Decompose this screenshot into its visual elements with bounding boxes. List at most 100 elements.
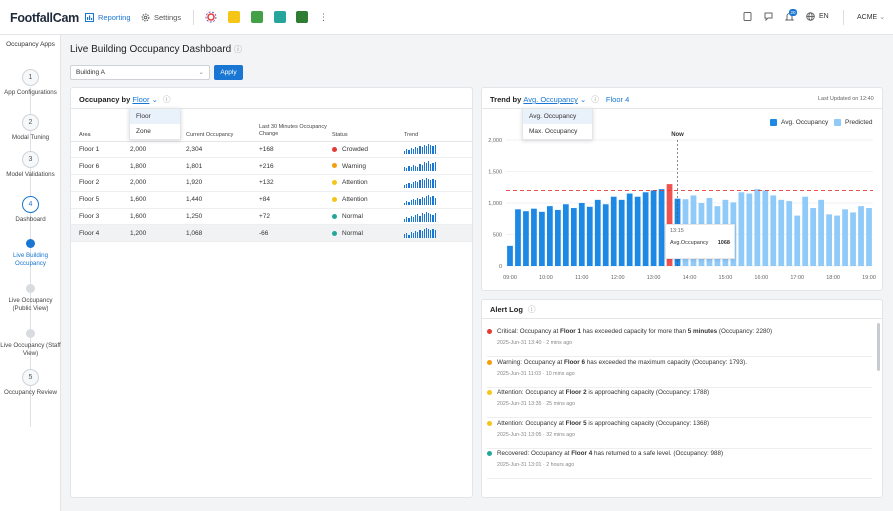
sparkline-bar — [423, 197, 425, 205]
sparkline-bar — [432, 146, 434, 155]
bar-predicted — [754, 189, 761, 266]
title-prefix: Occupancy by — [79, 95, 131, 104]
store-app-icon[interactable] — [296, 11, 308, 23]
sparkline-bar — [432, 229, 434, 239]
table-row[interactable]: Floor 1 2,000 2,304 +168 Crowded — [71, 141, 472, 159]
info-icon[interactable]: ⓘ — [528, 305, 536, 314]
globe-icon[interactable] — [806, 12, 815, 23]
tablet-icon[interactable] — [743, 12, 752, 23]
sparkline-bar — [417, 197, 419, 205]
report-app-icon[interactable] — [251, 11, 263, 23]
floor-link[interactable]: Floor 4 — [605, 95, 630, 104]
step-connector — [30, 87, 31, 427]
capacity-cell: 1,600 — [130, 208, 186, 226]
account-menu[interactable]: ACME ⌄ — [857, 13, 885, 21]
cell-spacer — [71, 174, 79, 192]
dropdown-option-max[interactable]: Max. Occupancy — [529, 128, 578, 135]
dropdown-option-avg[interactable]: Avg. Occupancy — [523, 109, 592, 124]
sidebar-step-modal-tuning[interactable]: Modal Tuning — [11, 134, 50, 141]
table-row[interactable]: Floor 5 1,600 1,440 +84 Attention — [71, 191, 472, 209]
sparkline-bar — [408, 182, 410, 188]
alert-area: Floor 5 — [565, 419, 587, 427]
metric-select[interactable]: Avg. Occupancy — [523, 95, 578, 104]
step-marker[interactable]: 5 — [22, 369, 39, 386]
language-label[interactable]: EN — [819, 13, 829, 20]
logo[interactable]: FootfallCam — [10, 11, 79, 25]
alert-item[interactable]: Critical: Occupancy at Floor 1 has excee… — [487, 323, 872, 357]
sparkline-bar — [434, 145, 436, 155]
nav-settings[interactable]: Settings — [141, 13, 181, 22]
table-row[interactable]: Floor 3 1,600 1,250 +72 Normal — [71, 208, 472, 226]
step-marker[interactable]: 2 — [22, 114, 39, 131]
bar-avg-occupancy — [650, 190, 657, 266]
chevron-down-icon[interactable]: ⌄ — [579, 95, 587, 104]
sidebar-step-app-configurations[interactable]: App Configurations — [4, 89, 57, 96]
building-select[interactable]: Building A ⌄ — [70, 65, 210, 80]
checkbox-icon[interactable] — [770, 119, 777, 126]
sparkline-bar — [430, 196, 432, 205]
info-icon[interactable]: ⓘ — [591, 95, 599, 104]
sparkline-bar — [408, 217, 410, 222]
x-tick-label: 11:00 — [575, 275, 588, 281]
sidebar-step-live-occupancy-public[interactable]: Live Occupancy (Public View) — [8, 297, 53, 312]
alert-timestamp: 2025-Jun-31 11:03 — [497, 370, 542, 377]
scrollbar[interactable] — [877, 323, 880, 371]
status-badge: Normal — [342, 229, 363, 237]
sparkline-bar — [421, 178, 423, 188]
y-tick-label: 1,500 — [488, 170, 502, 176]
x-tick-label: 13:00 — [647, 275, 661, 281]
message-icon[interactable] — [764, 12, 773, 23]
step-marker[interactable]: 3 — [22, 151, 39, 168]
trend-chart: 0 500 1,000 1,500 2,000 Now 09:00 10:00 11:00 12:… — [488, 132, 876, 281]
alert-item[interactable]: Attention: Occupancy at Floor 2 is appro… — [487, 384, 872, 418]
legend-avg-occupancy[interactable]: Avg. Occupancy — [770, 119, 828, 126]
sparkline-bar — [414, 231, 417, 239]
bar-avg-occupancy — [586, 206, 593, 266]
sparkline-bar — [417, 213, 419, 222]
apply-button[interactable]: Apply — [214, 65, 243, 80]
sparkline-bar — [410, 183, 412, 188]
nav-reporting[interactable]: Reporting — [85, 13, 131, 22]
alert-duration: 5 minutes — [687, 328, 718, 335]
info-icon[interactable]: ⓘ — [162, 95, 171, 104]
dropdown-option-zone[interactable]: Zone — [136, 128, 151, 135]
step-marker[interactable]: 4 — [22, 196, 39, 213]
more-icon[interactable]: ⋮ — [319, 12, 328, 22]
info-icon[interactable]: ⓘ — [234, 45, 242, 54]
table-row[interactable]: Floor 6 1,800 1,801 +216 Warning — [71, 157, 472, 176]
sparkline-bar — [434, 179, 436, 188]
sidebar-step-model-validations[interactable]: Model Validations — [6, 171, 55, 178]
trend-cell — [404, 191, 472, 209]
alert-item[interactable]: Recovered: Occupancy at Floor 4 has retu… — [487, 445, 872, 479]
app-switch-icon[interactable] — [205, 11, 217, 23]
bar-avg-occupancy — [539, 211, 545, 266]
group-by-select[interactable]: Floor — [132, 95, 150, 104]
alert-item[interactable]: Attention: Occupancy at Floor 5 is appro… — [487, 415, 872, 449]
legend-predicted[interactable]: Predicted — [834, 119, 872, 126]
table-row[interactable]: Floor 2 2,000 1,920 +132 Attention — [71, 174, 472, 192]
bar-avg-occupancy — [570, 208, 577, 266]
sparkline-bar — [425, 163, 428, 172]
table-row[interactable]: Floor 4 1,200 1,068 -66 Normal — [71, 224, 472, 243]
dropdown-option-floor[interactable]: Floor — [130, 109, 180, 124]
current-occupancy-cell: 1,440 — [186, 191, 259, 209]
change-cell: +72 — [259, 208, 332, 226]
sidebar-step-occupancy-review[interactable]: Occupancy Review — [4, 389, 57, 396]
sparkline-bar — [430, 179, 432, 188]
step-marker[interactable]: 1 — [22, 69, 39, 86]
sidebar-step-dashboard[interactable]: Dashboard — [15, 216, 46, 223]
notes-app-icon[interactable] — [228, 11, 240, 23]
checkbox-icon[interactable] — [834, 119, 841, 126]
chevron-down-icon[interactable]: ⌄ — [151, 95, 158, 104]
sparkline-bar — [406, 168, 408, 172]
sidebar-step-live-occupancy-staff[interactable]: Live Occupancy (Staff View) — [0, 342, 61, 357]
analytics-app-icon[interactable] — [274, 11, 286, 23]
alert-time: 2025-Jun-31 13:05 · 32 mins ago — [497, 431, 576, 438]
sparkline-bar — [419, 164, 421, 172]
bar-avg-occupancy — [562, 204, 569, 266]
sidebar-step-live-building-occupancy[interactable]: Live Building Occupancy — [12, 252, 49, 267]
y-tick-label: 1,000 — [488, 201, 502, 207]
status-dot — [332, 230, 337, 236]
sparkline-bar — [408, 201, 410, 205]
alert-item[interactable]: Warning: Occupancy at Floor 6 has exceed… — [487, 354, 872, 388]
